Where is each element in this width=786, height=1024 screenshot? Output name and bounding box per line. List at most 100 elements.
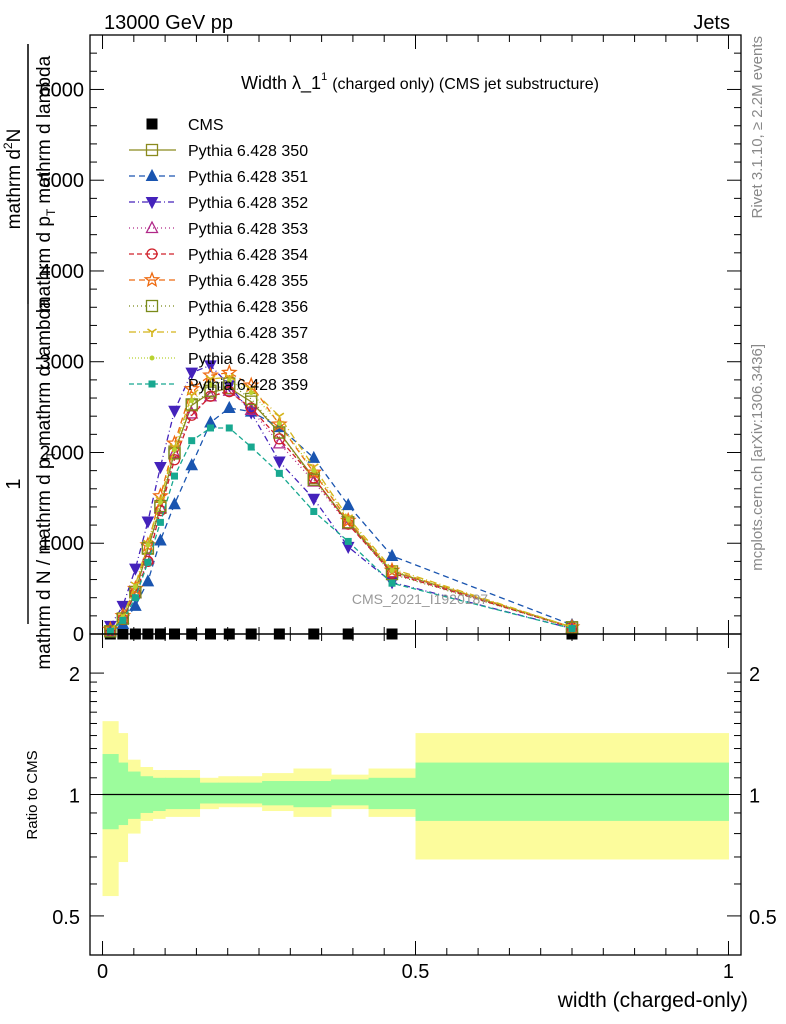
series-10-point <box>188 437 196 445</box>
series-3-point <box>141 516 155 529</box>
x-tick-label: 0 <box>97 961 108 983</box>
legend: CMS Pythia 6.428 350 Pythia 6.428 351 Pythi… <box>129 117 308 394</box>
series-9-point <box>226 378 232 384</box>
series-6-point <box>220 363 238 380</box>
legend-label: Pythia 6.428 356 <box>188 299 308 316</box>
y-tick-label: 5000 <box>40 170 85 192</box>
header-left: 13000 GeV pp <box>104 12 233 34</box>
series-2-point <box>341 498 355 511</box>
legend-marker <box>146 248 158 260</box>
legend-marker <box>145 143 159 157</box>
series-5 <box>104 386 578 637</box>
ylabel-num-rest: N <box>4 129 25 143</box>
series-9-point <box>145 542 151 548</box>
y-tick-label: 1000 <box>40 533 85 555</box>
plot-title: Width λ_11 (charged only) (CMS jet substr… <box>241 71 599 94</box>
series-10 <box>106 424 576 635</box>
mcplots-reference-label: mcplots.cern.ch [arXiv:1306.3436] <box>749 344 766 571</box>
series-9-point <box>248 390 254 396</box>
series-10-point <box>568 625 576 633</box>
legend-label: Pythia 6.428 352 <box>188 195 308 212</box>
series-2-point <box>141 574 155 587</box>
stat-uncertainty-band <box>330 779 370 806</box>
legend-item: Pythia 6.428 355 <box>129 271 308 290</box>
ratio-axes: 0.5 0.5 1 1 2 2 0 0.5 1 <box>52 634 777 983</box>
series-10-point <box>131 594 139 602</box>
series-7-point <box>104 625 117 638</box>
stat-uncertainty-band <box>218 782 238 804</box>
legend-marker <box>145 299 159 313</box>
y-tick-label: 2000 <box>40 442 85 464</box>
ylabel-num-top: mathrm d <box>4 149 25 229</box>
legend-item: Pythia 6.428 350 <box>129 143 308 160</box>
legend-label: Pythia 6.428 350 <box>188 143 308 160</box>
stat-uncertainty-band <box>199 782 219 804</box>
rivet-version-label: Rivet 3.1.10, ≥ 2.2M events <box>749 36 766 219</box>
y-tick-label: 0 <box>73 624 84 646</box>
series-5-point <box>142 555 154 568</box>
plot-title-rest: (charged only) (CMS jet substructure) <box>332 76 599 93</box>
ylabel-den-main: mathrm d N / mathrm d p <box>34 459 55 670</box>
ylabel-inner-numerator: mathrm d2N <box>1 129 25 230</box>
legend-marker <box>145 197 159 210</box>
series-9-point <box>207 381 213 387</box>
ratio-y-tick-label-right: 1 <box>749 786 760 808</box>
series-5-point <box>245 402 257 414</box>
legend-label: Pythia 6.428 354 <box>188 247 308 264</box>
legend-marker <box>143 271 161 288</box>
legend-marker <box>146 118 158 130</box>
legend-label: CMS <box>188 117 224 134</box>
legend-item: Pythia 6.428 358 <box>129 351 308 368</box>
series-3-point <box>307 493 321 506</box>
series-2-point <box>222 400 236 414</box>
series-7-point <box>116 612 130 625</box>
series-10-point <box>225 424 233 432</box>
series-10-point <box>344 537 352 545</box>
legend-item: CMS <box>146 117 224 134</box>
series-2-point <box>185 458 199 471</box>
series-8-line <box>109 376 573 631</box>
ratio-y-tick-label: 2 <box>69 664 80 686</box>
stat-uncertainty-band <box>237 782 263 804</box>
series-2-point <box>168 497 181 510</box>
ratio-y-tick-label: 0.5 <box>52 907 80 929</box>
legend-item: Pythia 6.428 354 <box>129 247 308 264</box>
series-2-point <box>307 450 321 463</box>
series-6-point <box>305 463 323 480</box>
series-10-point <box>171 472 179 480</box>
series-9-line <box>109 380 573 631</box>
series-3-point <box>185 367 199 380</box>
legend-item: Pythia 6.428 351 <box>129 168 308 186</box>
series-3-line <box>109 364 573 630</box>
series-10-point <box>310 507 318 515</box>
legend-item: Pythia 6.428 356 <box>129 299 308 316</box>
y-tick-label: 3000 <box>40 352 85 374</box>
stat-uncertainty-band <box>127 771 141 819</box>
series-10-point <box>388 579 396 587</box>
plot-title-sup: 1 <box>321 71 327 83</box>
ratio-y-tick-label: 1 <box>69 786 80 808</box>
series-2 <box>104 400 579 638</box>
plot-title-main: Width λ_1 <box>241 73 321 94</box>
series-9-point <box>132 584 138 590</box>
ylabel-den-rest: mathrm d lambda <box>34 298 55 446</box>
series-2-point <box>154 533 167 546</box>
series-10-point <box>247 443 255 451</box>
ratio-panel <box>102 721 729 897</box>
series-9-point <box>172 447 178 453</box>
legend-item: Pythia 6.428 357 <box>129 325 308 342</box>
stat-uncertainty-band <box>262 781 294 806</box>
legend-label: Pythia 6.428 355 <box>188 273 308 290</box>
series-10-point <box>119 616 127 624</box>
series-10-point <box>144 558 152 566</box>
series-4-point <box>244 402 258 415</box>
series-9-point <box>189 398 195 404</box>
ratio-y-tick-label-right: 0.5 <box>749 907 777 929</box>
series-2-point <box>385 548 399 561</box>
x-axis-label: width (charged-only) <box>557 989 748 1012</box>
ylabel-num-sub: T <box>44 208 58 216</box>
ratio-y-axis-label: Ratio to CMS <box>24 750 41 839</box>
stat-uncertainty-band <box>415 762 729 821</box>
y-tick-label: 6000 <box>40 79 85 101</box>
